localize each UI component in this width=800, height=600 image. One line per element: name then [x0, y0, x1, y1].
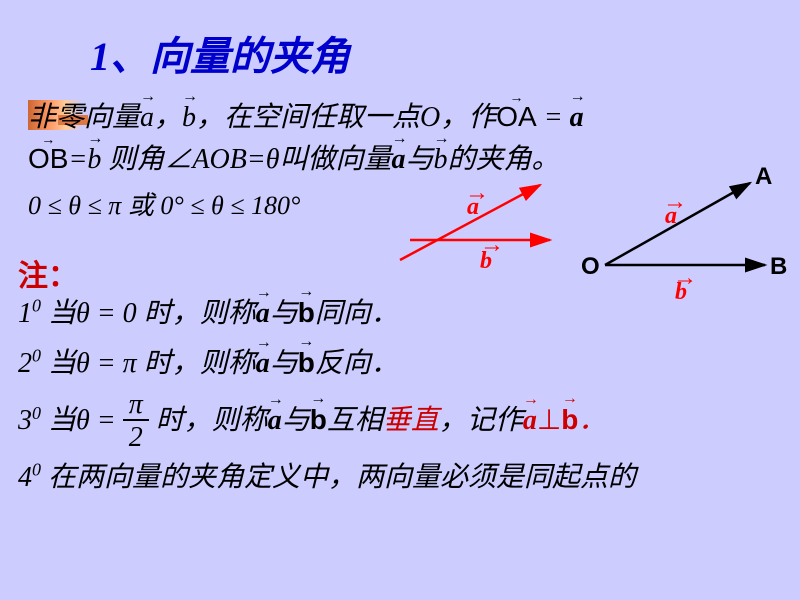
theta: θ: [266, 144, 280, 175]
theta-range: 0 ≤ θ ≤ π 或 0° ≤ θ ≤ 180°: [28, 185, 300, 222]
vector-a-2: →a: [570, 102, 584, 134]
note-2: 20 当θ = π 时，则称→a与→b反向．: [18, 341, 399, 381]
vector-b-2: →b: [87, 144, 101, 176]
vector-OB: →OB: [28, 143, 68, 176]
text-mid1: ，在空间任取一点O，作: [196, 102, 496, 133]
vector-b-n2: →b: [298, 347, 315, 380]
diagram2-A-label: A: [755, 163, 772, 191]
diagram1-a-label: a: [467, 194, 479, 221]
text-post2: 叫做向量: [279, 144, 391, 175]
diagram-angle-aob: O A B → a → b: [575, 165, 785, 305]
vector-a-n1: →a: [256, 298, 270, 330]
diagram2-B-label: B: [770, 253, 787, 281]
diagram2-b-label: b: [675, 279, 687, 306]
diagram2-a-label: a: [665, 203, 677, 230]
note-4: 40 在两向量的夹角定义中，两向量必须是同起点的: [18, 455, 636, 495]
vector-a-n3: →a: [268, 405, 282, 437]
vector-a-perp: →a: [523, 405, 537, 437]
diagram1-b-label: b: [480, 248, 492, 275]
vector-a-n2: →a: [256, 348, 270, 380]
vector-a: →a: [140, 102, 154, 134]
diagram2-O-label: O: [581, 253, 600, 281]
vector-b: →b: [182, 102, 196, 134]
definition-line-1: 非零向量→a，→b，在空间任取一点O，作→OA = →a: [28, 95, 584, 135]
note-1: 10 当θ = 0 时，则称→a与→b同向．: [18, 291, 399, 331]
vector-b-perp: →b: [561, 404, 578, 437]
fraction-pi-2: π2: [123, 391, 149, 455]
text-mid2: 则角∠AOB=: [101, 144, 265, 175]
vector-b-n3: →b: [310, 404, 327, 437]
text-nonzero: 非零向量: [28, 102, 140, 133]
vector-b-n1: →b: [298, 297, 315, 330]
note-3: 30 当θ = π2 时，则称→a与→b互相垂直，记作→a⊥→b．: [18, 391, 606, 455]
vector-OA: →OA: [496, 101, 536, 134]
note-label: 注：: [18, 251, 78, 295]
slide-title: 1、向量的夹角: [90, 24, 350, 82]
diagram-crossing-vectors: → a → b: [380, 170, 570, 290]
